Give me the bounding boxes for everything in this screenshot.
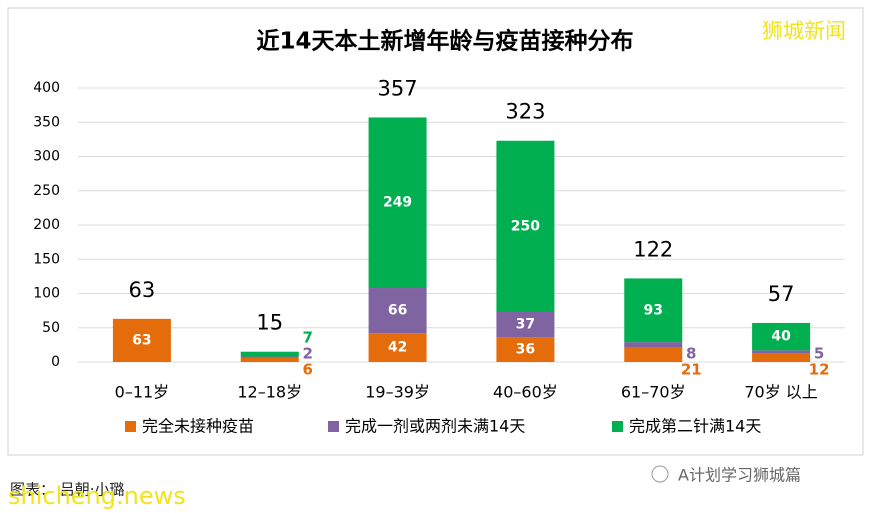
- data-label: 66: [388, 303, 407, 319]
- y-tick-label: 100: [33, 286, 60, 302]
- watermark: shicheng.news: [8, 482, 186, 510]
- legend-label: 完成第二针满14天: [629, 417, 761, 436]
- data-label: 12: [809, 361, 830, 379]
- data-label: 21: [681, 361, 702, 379]
- x-tick-label: 19–39岁: [365, 383, 430, 402]
- x-tick-label: 40–60岁: [493, 383, 558, 402]
- bar-segment: [112, 318, 171, 362]
- bar-segment: [752, 322, 811, 351]
- y-tick-label: 0: [51, 354, 60, 370]
- y-tick-label: 250: [33, 183, 60, 199]
- data-label: 8: [686, 345, 696, 363]
- data-label: 2: [303, 345, 313, 363]
- chart-title: 近14天本土新增年龄与疫苗接种分布: [256, 28, 633, 55]
- bar-segment: [496, 337, 555, 362]
- data-label: 6: [303, 361, 313, 379]
- y-tick-label: 200: [33, 217, 60, 233]
- total-label: 63: [129, 278, 156, 302]
- bar-segment: [240, 356, 299, 358]
- total-label: 122: [633, 237, 673, 261]
- total-label: 357: [378, 76, 418, 100]
- data-label: 36: [516, 342, 535, 358]
- bar-segment: [624, 278, 683, 343]
- chart-frame: [7, 7, 864, 456]
- bar-segment: [496, 140, 555, 312]
- data-label: 42: [388, 340, 407, 356]
- data-label: 93: [644, 302, 663, 318]
- x-tick-label: 12–18岁: [237, 383, 302, 402]
- data-label: 63: [132, 332, 151, 348]
- data-label: 5: [814, 345, 824, 363]
- total-label: 323: [505, 100, 545, 124]
- legend-swatch: [125, 421, 136, 432]
- bar-segment: [368, 288, 427, 334]
- bar-segment: [752, 353, 811, 362]
- source: 图表： 吕朝·小璐: [10, 481, 125, 499]
- bar-segment: [624, 347, 683, 362]
- legend-label: 完成一剂或两剂未满14天: [345, 417, 525, 436]
- total-label: 57: [768, 282, 795, 306]
- y-tick-label: 150: [33, 251, 60, 267]
- data-label: 7: [303, 329, 313, 347]
- y-tick-label: 400: [33, 80, 60, 96]
- bar-segment: [496, 311, 555, 338]
- bar-segment: [240, 357, 299, 362]
- y-tick-label: 50: [42, 320, 60, 336]
- x-tick-label: 61–70岁: [621, 383, 686, 402]
- legend-swatch: [328, 421, 339, 432]
- x-tick-label: 0–11岁: [115, 383, 170, 402]
- bar-segment: [624, 342, 683, 348]
- wechat-icon: [651, 465, 669, 483]
- y-tick-label: 350: [33, 114, 60, 130]
- bar-segment: [240, 351, 299, 357]
- legend-swatch: [612, 421, 623, 432]
- x-tick-label: 70岁 以上: [744, 383, 817, 402]
- bar-segment: [368, 333, 427, 362]
- data-label: 250: [511, 218, 540, 234]
- data-label: 249: [383, 195, 412, 211]
- watermark: 狮城新闻: [762, 19, 846, 43]
- y-tick-label: 300: [33, 149, 60, 165]
- data-label: 37: [516, 317, 535, 333]
- bar-segment: [752, 350, 811, 354]
- data-label: 40: [771, 329, 791, 345]
- total-label: 15: [256, 311, 283, 335]
- watermark: A计划学习狮城篇: [678, 466, 801, 485]
- bar-segment: [368, 117, 427, 289]
- legend-label: 完全未接种疫苗: [142, 417, 254, 436]
